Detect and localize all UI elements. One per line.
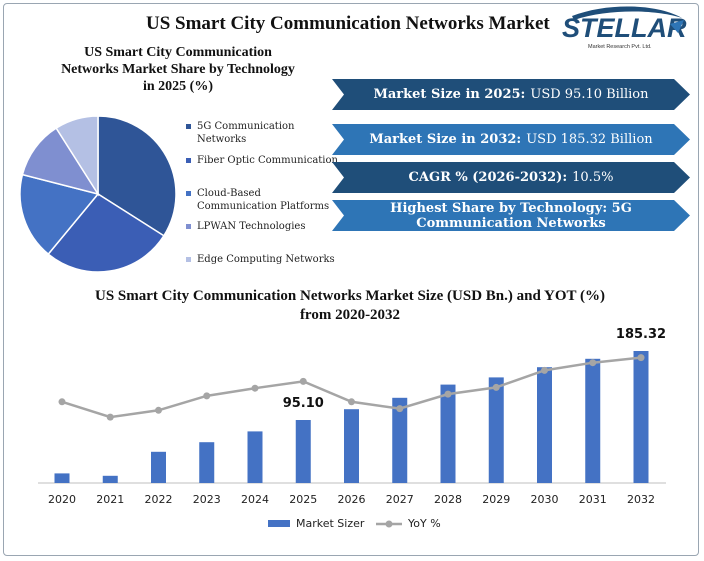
legend-marker bbox=[186, 257, 191, 262]
legend-item-edge: Edge Computing Networks bbox=[186, 253, 335, 266]
banner-label: CAGR % (2026-2032): bbox=[408, 170, 568, 185]
legend-marker bbox=[186, 224, 191, 229]
legend-item-5g: 5G Communication Networks bbox=[186, 120, 307, 146]
banner-value: USD 95.10 Billion bbox=[530, 87, 649, 102]
pie-slice bbox=[19, 173, 100, 256]
legend-item-lpwan: LPWAN Technologies bbox=[186, 220, 305, 233]
logo-tagline: Market Research Pvt. Ltd. bbox=[588, 44, 652, 50]
legend-marker bbox=[186, 124, 191, 129]
banner-market-size-2025: Market Size in 2025: USD 95.10 Billion bbox=[332, 79, 690, 110]
banner-label: Market Size in 2025: bbox=[373, 87, 526, 102]
pie-slice bbox=[47, 193, 165, 273]
legend-label: Market Sizer bbox=[296, 517, 365, 530]
banner-value: 10.5% bbox=[572, 170, 614, 185]
frame-border bbox=[3, 3, 699, 556]
banner-label: Highest Share by Technology: 5G Communic… bbox=[390, 200, 632, 231]
pie-chart bbox=[19, 115, 177, 273]
pie-chart-title: US Smart City Communication Networks Mar… bbox=[61, 45, 295, 94]
legend-label: Edge Computing Networks bbox=[197, 254, 335, 265]
stellar-logo: STELLAR Market Research Pvt. Ltd. bbox=[558, 6, 688, 52]
legend-item-yoy: YoY % bbox=[376, 517, 441, 530]
legend-marker bbox=[186, 191, 191, 196]
legend-label: Fiber Optic Communication bbox=[197, 155, 338, 166]
page-title: US Smart City Communication Networks Mar… bbox=[146, 13, 550, 34]
banner-market-size-2032: Market Size in 2032: USD 185.32 Billion bbox=[332, 124, 690, 155]
legend-label: LPWAN Technologies bbox=[197, 221, 306, 232]
banner-cagr: CAGR % (2026-2032): 10.5% bbox=[332, 162, 690, 193]
legend-item-fiber: Fiber Optic Communication bbox=[186, 154, 338, 167]
banner-highest-share: Highest Share by Technology: 5G Communic… bbox=[332, 200, 690, 231]
legend-marker bbox=[186, 158, 191, 163]
legend-marker bbox=[268, 520, 290, 527]
banner-label: Market Size in 2032: bbox=[369, 132, 522, 147]
legend-item-market-size: Market Sizer bbox=[268, 517, 364, 530]
banner-value: USD 185.32 Billion bbox=[526, 132, 653, 147]
bar-chart-title: US Smart City Communication Networks Mar… bbox=[95, 288, 605, 323]
legend-label: Cloud-Based Communication Platforms bbox=[197, 188, 330, 212]
legend-label: 5G Communication Networks bbox=[197, 121, 295, 145]
pie-slice bbox=[55, 115, 99, 197]
logo-wordmark: STELLAR bbox=[562, 13, 687, 43]
legend-label: YoY % bbox=[408, 517, 441, 530]
legend-item-cloud: Cloud-Based Communication Platforms bbox=[186, 187, 337, 213]
